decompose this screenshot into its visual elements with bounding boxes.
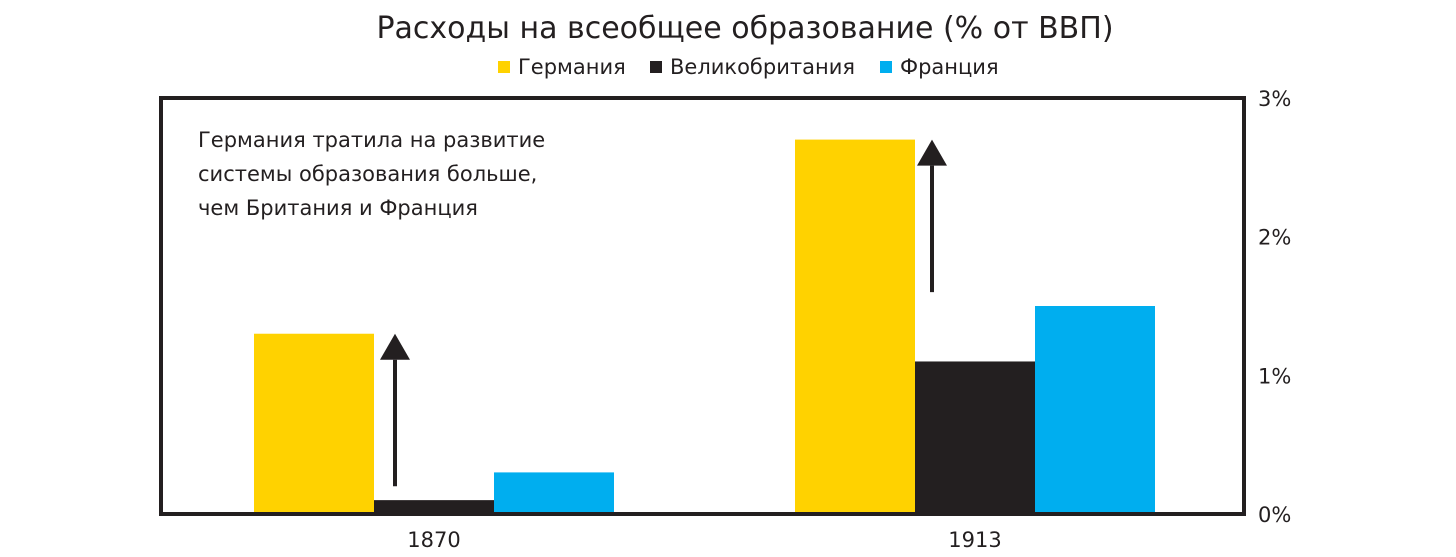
x-tick-label: 1870 [407, 528, 460, 552]
annotation-line: чем Британия и Франция [198, 196, 478, 220]
bar-1913-series-1 [915, 361, 1035, 514]
bars [254, 139, 1155, 514]
annotation: Германия тратила на развитие системы обр… [198, 128, 545, 220]
annotation-line: системы образования больше, [198, 162, 537, 186]
legend-label: Франция [900, 55, 999, 79]
y-axis-ticks: 0% 1% 2% 3% [1258, 87, 1291, 527]
plot-frame [159, 96, 1246, 516]
legend-swatch [650, 61, 662, 73]
arrow-head [380, 333, 410, 360]
legend-swatch [880, 61, 892, 73]
arrows [380, 139, 947, 487]
bar-1870-series-0 [254, 333, 374, 514]
y-tick-label: 1% [1258, 364, 1291, 388]
bar-1913-series-2 [1035, 306, 1155, 514]
arrow-head [917, 139, 947, 166]
legend-label: Великобритания [670, 55, 855, 79]
chart-title: Расходы на всеобщее образование (% от ВВ… [376, 11, 1113, 46]
y-tick-label: 0% [1258, 503, 1291, 527]
bar-1913-series-0 [795, 139, 915, 514]
legend-label: Германия [518, 55, 626, 79]
bar-1870-series-2 [494, 472, 614, 514]
y-tick-label: 3% [1258, 87, 1291, 111]
x-tick-label: 1913 [948, 528, 1001, 552]
annotation-line: Германия тратила на развитие [198, 128, 545, 152]
bar-1870-series-1 [374, 500, 494, 514]
y-tick-label: 2% [1258, 226, 1291, 250]
legend: Германия Великобритания Франция [498, 55, 999, 79]
legend-swatch [498, 61, 510, 73]
x-axis-ticks: 1870 1913 [407, 528, 1001, 552]
